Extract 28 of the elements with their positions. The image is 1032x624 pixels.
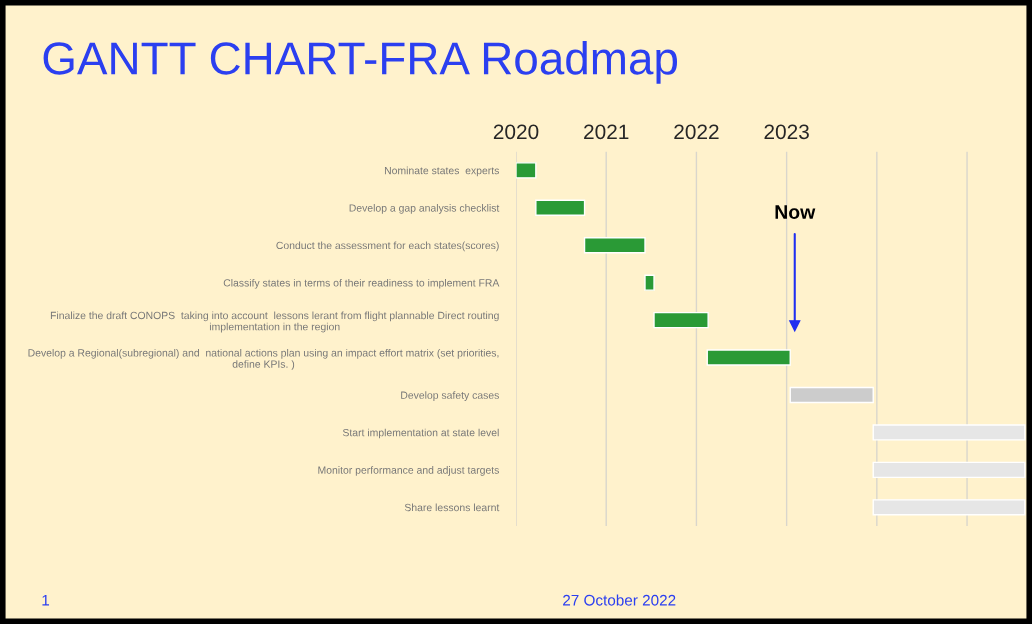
bar xyxy=(653,311,709,329)
bar xyxy=(789,386,874,404)
y-tick-label: Classify states in terms of their readiness to implement FRA xyxy=(223,278,500,289)
bar xyxy=(872,461,1026,479)
bar xyxy=(644,274,655,291)
y-tick-label: Develop a Regional(subregional) and national actions plan using an impact effort matrix (set priorities, define KPIs. ) xyxy=(28,348,499,370)
x-tick-label: 2021 xyxy=(584,124,629,140)
bar xyxy=(706,349,791,366)
bar xyxy=(535,199,586,216)
y-tick-label: Conduct the assessment for each states(scores) xyxy=(276,241,499,252)
x-tick-label: 2020 xyxy=(493,124,539,140)
y-tick-label: Share lessons learnt xyxy=(404,503,500,512)
bar xyxy=(872,499,1026,516)
x-tick-label: 2022 xyxy=(674,124,719,140)
y-tick-label: Develop a gap analysis checklist xyxy=(349,204,500,214)
y-tick-label: Finalize the draft CONOPS taking into account lessons lerant from flight plannable Direct routing implementation in the region xyxy=(50,311,499,333)
y-tick-label: Nominate states experts xyxy=(384,166,499,177)
ref-line-label: Now xyxy=(775,205,816,219)
bar xyxy=(516,162,537,179)
x-tick-label: 2023 xyxy=(764,124,809,140)
y-tick-label: Develop safety cases xyxy=(401,391,499,401)
y-tick-label: Start implementation at state level xyxy=(342,428,499,439)
text: 27 October 2022 xyxy=(563,594,676,606)
bar xyxy=(583,237,646,254)
bar xyxy=(872,424,1026,441)
text: 1 xyxy=(42,594,50,606)
chart-title: GANTT CHART-FRA Roadmap xyxy=(43,41,678,84)
y-tick-label: Monitor performance and adjust targets xyxy=(318,466,499,476)
